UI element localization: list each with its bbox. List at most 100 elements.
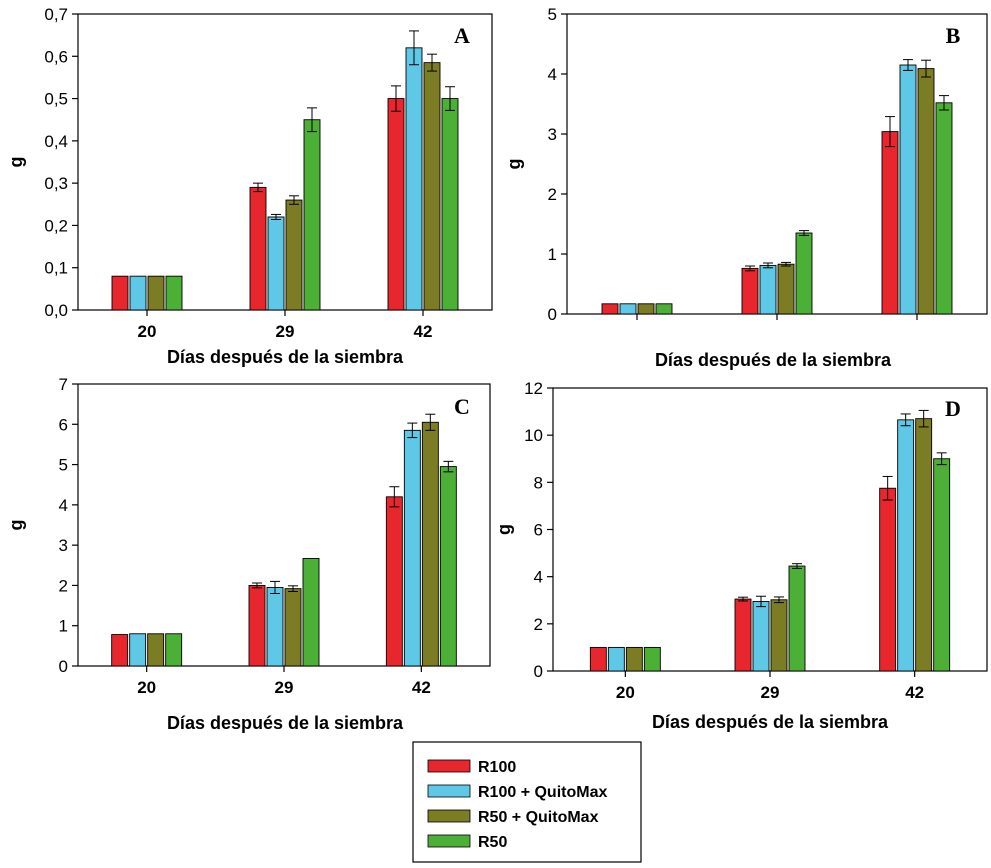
panel-a-errorbar-r100-3 bbox=[391, 85, 401, 112]
panel-a-ytick-label: 0,2 bbox=[44, 216, 68, 235]
legend: R100 R100 + QuitoMax R50 + QuitoMax R50 bbox=[412, 741, 642, 863]
panel-d-ytick-label: 6 bbox=[534, 521, 543, 540]
panel-c-bar-r50-1 bbox=[165, 633, 183, 667]
panel-b-ytick-label: 4 bbox=[548, 65, 557, 84]
panel-a-bar-r50-quitomax-1 bbox=[147, 275, 165, 311]
panel-a-ytick-label: 0,1 bbox=[44, 259, 68, 278]
panel-a-xtick-label: 42 bbox=[414, 322, 433, 341]
panel-c-errorbar-r100-quitomax-3 bbox=[407, 422, 418, 439]
legend-label-r50: R50 bbox=[478, 834, 507, 851]
panel-c-bar-r100-quitomax-2 bbox=[266, 586, 284, 667]
panel-b-bar-r50-1 bbox=[655, 303, 673, 315]
panel-a-ytick-label: 0,0 bbox=[44, 301, 68, 320]
panel-c-ytick-label: 2 bbox=[59, 576, 68, 595]
panel-b-letter: B bbox=[946, 23, 961, 48]
panel-c-xlabel: Días después de la siembra bbox=[167, 713, 404, 733]
panel-d-bar-r100-3 bbox=[879, 487, 897, 672]
legend-entry-r100-quitomax: R100 + QuitoMax bbox=[427, 784, 607, 801]
panel-d-xlabel: Días después de la siembra bbox=[652, 712, 889, 732]
panel-c-bar-r50-3 bbox=[439, 466, 457, 667]
panel-d-ytick-label: 8 bbox=[534, 473, 543, 492]
panel-a: 0,0 0,1 0,2 0,3 0,4 0,5 0,6 0,7 20 29 42 Días despu… bbox=[6, 5, 493, 367]
panel-a-bar-r50-3 bbox=[441, 98, 459, 311]
panel-c-ytick-label: 5 bbox=[59, 456, 68, 475]
panel-d-errorbar-r50-quitomax-2 bbox=[774, 596, 784, 604]
panel-b-bar-r50-3 bbox=[935, 102, 953, 315]
panel-b: 0 1 2 3 4 5 Días después de la siembra g B bbox=[504, 5, 988, 370]
panel-d-bar-r50-quitomax-2 bbox=[770, 599, 788, 672]
panel-a-bar-r100-2 bbox=[249, 186, 267, 311]
panel-d-bar-r100-1 bbox=[589, 646, 607, 672]
panel-b-bar-r100-1 bbox=[601, 303, 619, 315]
panel-a-xtick-label: 20 bbox=[138, 322, 157, 341]
panel-b-ytick-label: 5 bbox=[548, 5, 557, 24]
panel-d-bar-r50-3 bbox=[933, 458, 951, 672]
panel-d-ytick-label: 12 bbox=[524, 379, 543, 398]
panel-c-xtick-label: 42 bbox=[412, 678, 431, 697]
panel-c-xtick-label: 20 bbox=[137, 678, 156, 697]
panel-d-bar-r50-2 bbox=[788, 565, 806, 672]
legend-label-r100-quitomax: R100 + QuitoMax bbox=[478, 784, 607, 801]
panel-b-errorbar-r50-3 bbox=[939, 95, 949, 111]
panel-d-errorbar-r50-2 bbox=[792, 563, 802, 569]
panel-b-bar-r100-2 bbox=[741, 267, 759, 315]
legend-swatch-r50-quitomax bbox=[427, 809, 471, 823]
panel-d-errorbar-r100-2 bbox=[738, 596, 748, 602]
panel-a-ytick-label: 0,7 bbox=[44, 5, 68, 24]
panel-a-bar-r50-quitomax-3 bbox=[423, 62, 441, 311]
panel-d-bar-r100-quitomax-2 bbox=[752, 600, 770, 672]
panel-d-bar-r50-quitomax-1 bbox=[625, 646, 643, 672]
panel-a-errorbar-r50-quitomax-2 bbox=[289, 195, 299, 205]
panel-b-ytick-label: 0 bbox=[548, 305, 557, 324]
panel-b-bar-r100-quitomax-3 bbox=[899, 64, 917, 315]
panel-b-ylabel: g bbox=[504, 159, 524, 170]
panel-a-errorbar-r100-quitomax-2 bbox=[271, 213, 281, 221]
panel-a-errorbar-r50-2 bbox=[307, 107, 317, 133]
panel-d-bar-r100-2 bbox=[734, 598, 752, 672]
legend-entry-r100: R100 bbox=[427, 759, 516, 776]
panel-c-bar-r50-quitomax-1 bbox=[147, 633, 165, 667]
panel-b-bar-r100-3 bbox=[881, 131, 899, 315]
panel-d-ylabel: g bbox=[494, 524, 514, 535]
panel-c-letter: C bbox=[454, 394, 470, 419]
panel-d: 0 2 4 6 8 10 12 20 29 42 Días después de la siembr… bbox=[494, 379, 988, 732]
panel-d-xtick-label: 42 bbox=[905, 683, 924, 702]
panel-c-bar-r100-1 bbox=[111, 634, 129, 667]
panel-b-errorbar-r100-quitomax-3 bbox=[903, 59, 913, 71]
panel-b-bar-r50-2 bbox=[795, 232, 813, 315]
panel-a-bar-r50-quitomax-2 bbox=[285, 199, 303, 311]
panel-c-bar-r50-2 bbox=[302, 557, 320, 667]
panel-c-bar-r100-3 bbox=[385, 496, 403, 667]
panel-c-bar-r100-quitomax-3 bbox=[403, 429, 421, 667]
panel-d-bar-r100-quitomax-1 bbox=[607, 646, 625, 672]
panel-b-bar-r50-quitomax-3 bbox=[917, 68, 935, 315]
panel-d-bar-r50-quitomax-3 bbox=[915, 418, 933, 672]
panel-a-letter: A bbox=[454, 23, 470, 48]
panel-a-errorbar-r50-quitomax-3 bbox=[427, 53, 437, 72]
panel-b-bar-r50-quitomax-2 bbox=[777, 263, 795, 315]
panel-a-bar-r100-quitomax-1 bbox=[129, 275, 147, 311]
legend-entry-r50-quitomax: R50 + QuitoMax bbox=[427, 809, 599, 826]
panel-b-bar-r100-quitomax-1 bbox=[619, 303, 637, 315]
panel-c-ytick-label: 7 bbox=[59, 375, 68, 394]
legend-swatch-r100-quitomax bbox=[427, 784, 471, 798]
panel-b-ytick-label: 2 bbox=[548, 185, 557, 204]
panel-c-ytick-label: 0 bbox=[59, 657, 68, 676]
panel-d-ytick-label: 2 bbox=[534, 615, 543, 634]
panel-c-errorbar-r100-2 bbox=[252, 582, 262, 589]
panel-b-errorbar-r50-quitomax-2 bbox=[781, 261, 791, 267]
panel-a-bar-r50-2 bbox=[303, 119, 321, 311]
panel-a-ytick-label: 0,5 bbox=[44, 90, 68, 109]
legend-label-r100: R100 bbox=[478, 759, 516, 776]
legend-swatch-r100 bbox=[427, 759, 471, 773]
panel-c-xtick-label: 29 bbox=[275, 678, 294, 697]
panel-c-bar-r50-quitomax-2 bbox=[284, 588, 302, 667]
panel-d-xtick-label: 29 bbox=[761, 683, 780, 702]
panel-d-errorbar-r100-quitomax-2 bbox=[756, 595, 766, 608]
panel-b-ytick-label: 3 bbox=[548, 125, 557, 144]
legend-label-r50-quitomax: R50 + QuitoMax bbox=[478, 809, 599, 826]
panel-a-bar-r100-quitomax-3 bbox=[405, 47, 423, 311]
panel-b-errorbar-r50-2 bbox=[799, 230, 809, 236]
